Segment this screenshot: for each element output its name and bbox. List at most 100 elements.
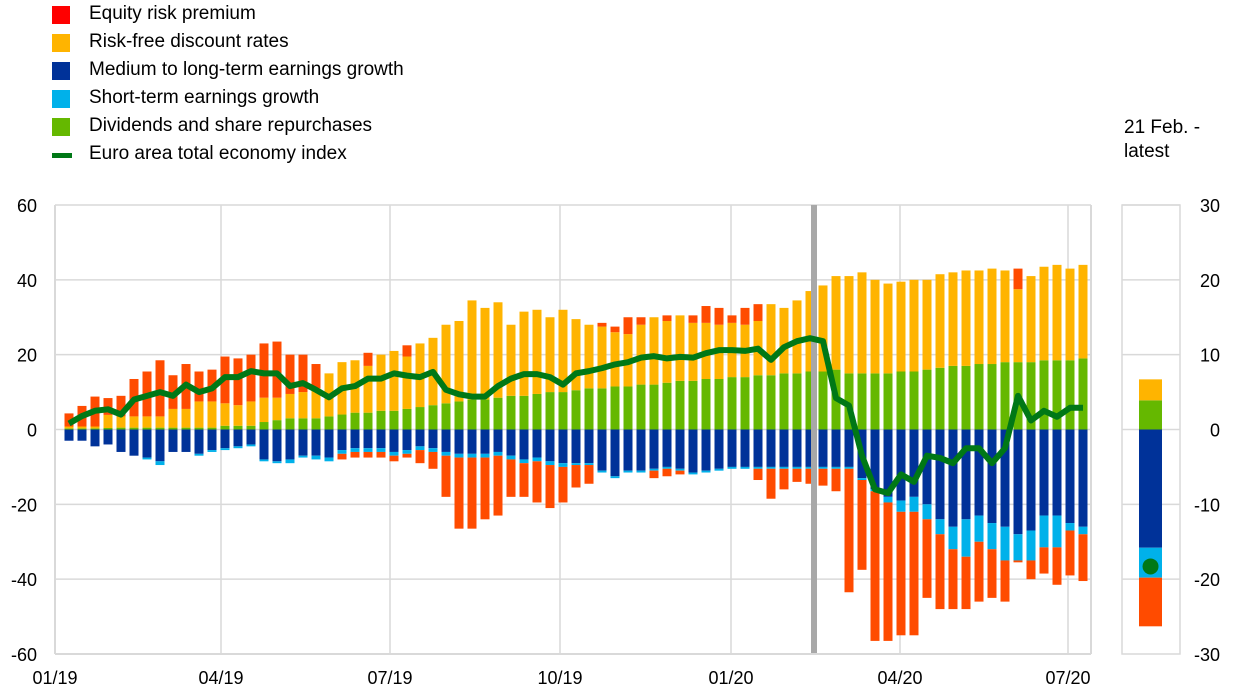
bar-segment-mlt: [324, 429, 334, 458]
bar-segment-mlt: [1052, 429, 1062, 516]
axis-ticks: 60 40 20 0 -20 -40 -60 30 20 10 0 -10 -20 -30 01/19 04/…: [11, 196, 1220, 688]
bar-segment-rf: [142, 416, 152, 428]
bar-segment-erp_pos: [753, 304, 763, 321]
bar-segment-mlt: [389, 429, 399, 452]
bar-segment-rf: [792, 300, 802, 374]
bar-segment-div: [623, 386, 633, 430]
bar-segment-erp_pos: [116, 395, 126, 417]
bar-segment-div: [415, 407, 425, 430]
side-bar-equity_risk_premium: [1139, 577, 1162, 627]
legend-swatch: [52, 118, 70, 136]
right-axis-tick: -30: [1194, 645, 1220, 665]
bar-segment-erp_neg: [519, 463, 529, 497]
bar-segment-erp_neg: [1052, 547, 1062, 585]
bar-segment-erp_neg: [389, 455, 399, 462]
bar-segment-div: [688, 380, 698, 430]
bar-segment-st: [987, 523, 997, 550]
bar-segment-mlt: [974, 429, 984, 516]
side-index-dot: [1142, 558, 1159, 575]
bar-segment-mlt: [350, 429, 360, 449]
bar-segment-div: [506, 395, 516, 430]
bar-segment-erp_neg: [428, 451, 438, 469]
bar-segment-erp_neg: [584, 465, 594, 484]
bar-segment-mlt: [259, 429, 269, 460]
bar-segment-rf: [584, 324, 594, 389]
right-axis-tick: 20: [1200, 271, 1220, 291]
bar-segment-erp_neg: [766, 468, 776, 499]
bar-segment-erp_neg: [480, 457, 490, 520]
bar-segment-div: [909, 371, 919, 430]
bar-segment-div: [532, 393, 542, 430]
bar-segment-rf: [506, 324, 516, 396]
bar-segment-rf: [1039, 266, 1049, 361]
bar-segment-rf: [987, 268, 997, 365]
bar-segment-erp_neg: [1039, 547, 1049, 574]
bar-segment-mlt: [1000, 429, 1010, 527]
bar-segment-erp_neg: [337, 453, 347, 460]
left-axis-tick: -40: [11, 570, 37, 590]
bar-segment-st: [623, 470, 633, 473]
right-axis-tick: -10: [1194, 495, 1220, 515]
bar-segment-erp_neg: [1000, 560, 1010, 602]
x-axis-tick: 07/19: [367, 668, 412, 688]
bar-segment-mlt: [194, 429, 204, 454]
bar-segment-st: [610, 476, 620, 479]
legend-swatch: [52, 34, 70, 52]
plot-frame: [54, 205, 1092, 655]
bar-segment-mlt: [883, 429, 893, 497]
right-axis-tick: 10: [1200, 346, 1220, 366]
bar-segment-mlt: [116, 429, 126, 452]
bar-segment-mlt: [597, 429, 607, 471]
bar-segment-div: [324, 416, 334, 430]
bar-segment-div: [194, 427, 204, 430]
bar-segment-div: [649, 384, 659, 430]
bar-segment-mlt: [727, 429, 737, 467]
bar-segment-st: [1013, 534, 1023, 561]
bar-segment-erp_neg: [363, 451, 373, 458]
bar-segment-st: [753, 466, 763, 469]
bar-segment-div: [922, 369, 932, 430]
bar-segment-st: [1078, 526, 1088, 535]
bar-segment-mlt: [805, 429, 815, 467]
bar-segment-erp_pos: [662, 315, 672, 321]
bar-segment-rf: [1000, 270, 1010, 363]
bar-segment-mlt: [77, 429, 87, 441]
bar-segment-div: [116, 427, 126, 430]
bar-segment-erp_neg: [909, 511, 919, 636]
bar-segment-st: [285, 459, 295, 464]
bar-segment-mlt: [493, 429, 503, 452]
bar-segment-st: [909, 496, 919, 512]
bar-segment-erp_neg: [454, 457, 464, 529]
legend-label: Dividends and share repurchases: [89, 115, 373, 136]
bar-segment-erp_neg: [857, 480, 867, 570]
bar-segment-div: [584, 388, 594, 430]
bar-segment-mlt: [766, 429, 776, 467]
bar-segment-rf: [961, 270, 971, 366]
bar-segment-rf: [311, 388, 321, 419]
bar-segment-div: [558, 392, 568, 430]
bar-segment-div: [428, 405, 438, 430]
bar-segment-erp_neg: [675, 470, 685, 475]
bar-segment-erp_neg: [402, 453, 412, 458]
bar-segment-rf: [207, 401, 217, 428]
bar-segment-div: [1065, 360, 1075, 430]
bar-segment-div: [753, 375, 763, 430]
bar-segment-rf: [64, 426, 74, 429]
bar-segment-erp_neg: [870, 491, 880, 641]
bar-segment-div: [402, 408, 412, 430]
bar-segment-erp_neg: [649, 470, 659, 479]
bar-segment-erp_neg: [376, 451, 386, 458]
bar-segment-rf: [649, 317, 659, 385]
bar-segment-st: [805, 466, 815, 469]
bar-segment-div: [493, 397, 503, 430]
bar-segment-st: [246, 444, 256, 447]
bar-segment-erp_pos: [610, 326, 620, 333]
bar-segment-mlt: [662, 429, 672, 467]
bar-segment-rf: [259, 397, 269, 423]
bar-segment-div: [896, 371, 906, 430]
bar-segment-erp_neg: [779, 468, 789, 490]
bar-segment-div: [285, 418, 295, 430]
bar-segment-mlt: [168, 429, 178, 452]
bar-segment-st: [636, 470, 646, 473]
bar-segment-erp_neg: [805, 468, 815, 484]
